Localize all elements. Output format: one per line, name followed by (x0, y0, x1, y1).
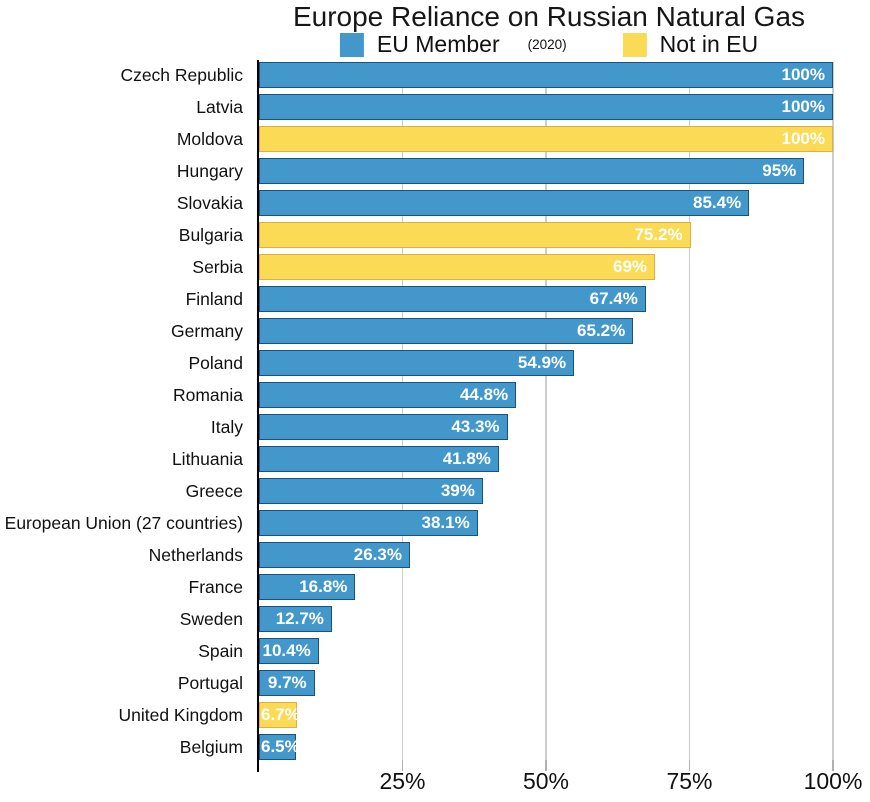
bar-value-label: 10.4% (262, 641, 311, 660)
bar-value-label: 100% (781, 129, 825, 148)
bar-greece: 39% (259, 478, 483, 504)
bar-slovakia: 85.4% (259, 190, 750, 216)
bar-value-label: 95% (762, 161, 797, 180)
country-label: Netherlands (148, 545, 243, 565)
country-label: Lithuania (171, 449, 243, 469)
x-axis-tick-25 (401, 760, 403, 771)
bar-value-label: 69% (613, 257, 648, 276)
bar-value-label: 26.3% (353, 545, 402, 564)
gridline-100 (832, 62, 834, 760)
x-axis-tick-label: 50% (522, 768, 570, 794)
bar-united-kingdom: 6.7% (259, 702, 300, 728)
x-axis-tick-100 (832, 760, 834, 771)
bar-value-label: 6.5% (261, 737, 300, 756)
country-label: European Union (27 countries) (4, 513, 243, 533)
country-label: France (188, 577, 243, 597)
x-axis-tick-label: 25% (379, 768, 426, 794)
bar-european-union-27-countries-: 38.1% (259, 510, 478, 536)
country-label: Finland (185, 289, 243, 309)
plot-area: 100% 100% 100% 95% 85.4% 75.2% 69% 67.4% 65.2% 54… (259, 62, 834, 771)
gridline-50 (545, 62, 547, 760)
country-label: Serbia (192, 257, 243, 277)
bar-value-label: 41.8% (442, 449, 491, 468)
x-axis-tick-label: 75% (666, 768, 713, 794)
country-label: Sweden (179, 609, 243, 629)
bar-poland: 54.9% (259, 350, 575, 376)
country-label: Greece (185, 481, 243, 501)
country-label: Moldova (176, 129, 243, 149)
bar-portugal: 9.7% (259, 670, 315, 696)
chart-legend: EU Member (2020) Not in EU (339, 31, 759, 58)
x-axis-tick-75 (688, 760, 690, 771)
country-label: Germany (171, 321, 243, 341)
bar-bulgaria: 75.2% (259, 222, 691, 248)
bar-value-label: 6.7% (261, 705, 300, 724)
bar-latvia: 100% (259, 94, 833, 120)
bar-value-label: 9.7% (267, 673, 307, 692)
x-axis-tick-label: 100% (803, 768, 863, 794)
chart-title: Europe Reliance on Russian Natural Gas (292, 1, 806, 32)
bar-value-label: 67.4% (589, 289, 638, 308)
gridline-25 (401, 62, 403, 760)
country-label: United Kingdom (118, 705, 243, 725)
bar-sweden: 12.7% (259, 606, 332, 632)
country-label: Spain (198, 641, 243, 661)
x-axis-tick-50 (545, 760, 547, 771)
bar-france: 16.8% (259, 574, 356, 600)
country-label: Latvia (196, 97, 243, 117)
bar-value-label: 16.8% (299, 577, 348, 596)
bar-finland: 67.4% (259, 286, 646, 312)
country-label: Romania (172, 385, 243, 405)
country-label: Hungary (176, 161, 243, 181)
bar-value-label: 38.1% (421, 513, 470, 532)
bar-value-label: 75.2% (634, 225, 683, 244)
y-axis-line (256, 60, 259, 772)
legend-label-eu-member: EU Member (376, 31, 500, 57)
country-label: Slovakia (176, 193, 243, 213)
country-label: Czech Republic (120, 65, 243, 85)
bar-spain: 10.4% (259, 638, 319, 664)
bar-value-label: 65.2% (577, 321, 626, 340)
bar-romania: 44.8% (259, 382, 517, 408)
bar-belgium: 6.5% (259, 734, 300, 760)
country-label: Poland (188, 353, 244, 373)
bar-lithuania: 41.8% (259, 446, 499, 472)
bar-value-label: 43.3% (451, 417, 500, 436)
bar-italy: 43.3% (259, 414, 508, 440)
legend-swatch-eu-member (339, 32, 364, 57)
year-note: (2020) (527, 37, 567, 52)
bar-germany: 65.2% (259, 318, 634, 344)
gridline-75 (688, 62, 690, 760)
country-label: Bulgaria (178, 225, 243, 245)
bar-moldova: 100% (259, 126, 833, 152)
bar-value-label: 44.8% (459, 385, 509, 404)
bar-value-label: 12.7% (275, 609, 324, 628)
legend-label-not-in-eu: Not in EU (659, 31, 759, 57)
bar-value-label: 85.4% (692, 193, 742, 212)
bar-czech-republic: 100% (259, 62, 833, 88)
legend-swatch-not-in-eu (622, 32, 647, 57)
bar-netherlands: 26.3% (259, 542, 410, 568)
country-label: Portugal (177, 673, 243, 693)
bar-value-label: 39% (440, 481, 475, 500)
bar-value-label: 100% (781, 65, 825, 84)
bar-value-label: 100% (781, 97, 825, 116)
country-label: Italy (210, 417, 243, 437)
bar-hungary: 95% (259, 158, 805, 184)
bar-serbia: 69% (259, 254, 656, 280)
bar-value-label: 54.9% (517, 353, 567, 372)
country-label: Belgium (179, 737, 243, 757)
